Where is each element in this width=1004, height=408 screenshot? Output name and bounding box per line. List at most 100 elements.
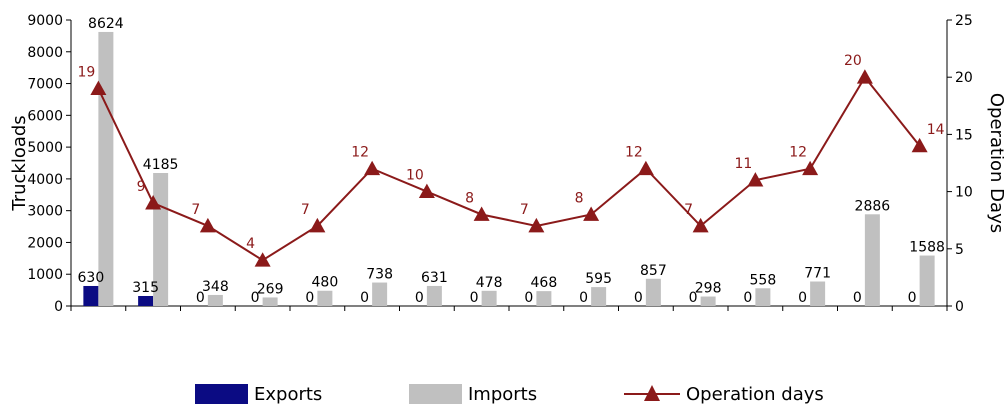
y2-tick-label: 5	[955, 242, 964, 258]
imports-data-label: 738	[366, 267, 393, 283]
y2-tick-label: 20	[955, 70, 973, 86]
operation-days-marker	[145, 195, 162, 210]
imports-bar	[426, 285, 442, 306]
y-tick-label: 3000	[27, 204, 63, 220]
y2-tick-label: 0	[955, 299, 964, 315]
operation-days-data-label: 8	[465, 190, 474, 206]
imports-bar	[262, 297, 278, 306]
exports-bar	[83, 285, 99, 306]
y-tick-label: 6000	[27, 108, 63, 124]
y-tick-label: 8000	[27, 45, 63, 61]
imports-data-label: 1588	[909, 240, 945, 256]
exports-data-label: 0	[251, 290, 260, 306]
operation-days-data-label: 8	[575, 190, 584, 206]
operation-days-data-label: 7	[191, 202, 200, 218]
y-tick-label: 1000	[27, 267, 63, 283]
imports-bar	[207, 294, 223, 306]
exports-data-label: 0	[524, 290, 533, 306]
imports-data-label: 631	[421, 270, 448, 286]
operation-days-data-label: 10	[406, 168, 424, 184]
imports-data-label: 478	[476, 275, 503, 291]
imports-bar	[481, 290, 497, 306]
exports-data-label: 0	[470, 290, 479, 306]
exports-data-label: 0	[853, 290, 862, 306]
operation-days-data-label: 12	[351, 145, 369, 161]
operation-days-data-label: 14	[927, 122, 945, 138]
y-tick-label: 5000	[27, 140, 63, 156]
exports-data-label: 0	[689, 290, 698, 306]
exports-data-label: 0	[634, 290, 643, 306]
legend-exports-label: Exports	[254, 384, 322, 405]
operation-days-marker	[473, 206, 490, 221]
imports-data-label: 348	[202, 279, 229, 295]
operation-days-data-label: 12	[789, 145, 807, 161]
operation-days-marker	[528, 217, 545, 233]
operation-days-marker	[637, 160, 654, 176]
y2-tick-label: 10	[955, 185, 973, 201]
imports-bar	[372, 282, 388, 306]
imports-bar	[810, 281, 826, 306]
y2-tick-label: 25	[955, 13, 973, 29]
y2-axis-title: Operation Days	[986, 93, 1004, 233]
imports-data-label: 857	[640, 263, 667, 279]
operation-days-marker	[911, 137, 928, 153]
legend-imports-swatch	[409, 384, 462, 404]
exports-data-label: 0	[305, 290, 314, 306]
imports-bar	[536, 291, 552, 306]
y-tick-label: 7000	[27, 77, 63, 93]
operation-days-marker	[199, 217, 216, 233]
imports-data-label: 2886	[855, 198, 891, 214]
imports-data-label: 480	[312, 275, 339, 291]
imports-bar	[700, 296, 716, 306]
legend-imports-label: Imports	[468, 384, 537, 405]
operation-days-data-label: 20	[844, 53, 862, 69]
operation-days-marker	[802, 160, 819, 176]
imports-data-label: 8624	[88, 16, 124, 32]
operation-days-data-label: 12	[625, 145, 643, 161]
operation-days-data-label: 4	[246, 236, 255, 252]
operation-days-marker	[856, 69, 873, 84]
operation-days-marker	[309, 217, 326, 233]
exports-data-label: 0	[196, 290, 205, 306]
imports-data-label: 298	[695, 281, 722, 297]
operation-days-data-label: 19	[77, 65, 95, 81]
imports-bar	[864, 214, 880, 306]
operation-days-marker	[364, 160, 381, 176]
imports-data-label: 468	[531, 275, 558, 291]
operation-days-data-label: 7	[684, 202, 693, 218]
legend-operation-days-label: Operation days	[686, 384, 824, 405]
exports-data-label: 0	[415, 290, 424, 306]
imports-bar	[317, 290, 333, 306]
y-tick-label: 0	[54, 299, 63, 315]
exports-data-label: 0	[798, 290, 807, 306]
y-tick-label: 9000	[27, 13, 63, 29]
operation-days-marker	[747, 172, 764, 187]
operation-days-marker	[90, 80, 107, 96]
exports-data-label: 0	[579, 290, 588, 306]
operation-days-marker	[418, 183, 435, 198]
y-tick-label: 4000	[27, 172, 63, 188]
operation-days-line	[97, 75, 921, 262]
legend-exports-swatch	[195, 384, 248, 404]
imports-bar	[645, 278, 661, 306]
imports-data-label: 771	[804, 265, 831, 281]
exports-data-label: 0	[743, 290, 752, 306]
operation-days-marker	[692, 217, 709, 233]
operation-days-data-label: 7	[301, 202, 310, 218]
imports-data-label: 269	[257, 281, 284, 297]
exports-data-label: 0	[360, 290, 369, 306]
exports-data-label: 315	[132, 280, 159, 296]
y-tick-label: 2000	[27, 235, 63, 251]
operation-days-marker	[583, 206, 600, 221]
y-axis-title: Truckloads	[9, 115, 30, 211]
operation-days-data-label: 7	[520, 202, 529, 218]
operation-days-data-label: 9	[137, 179, 146, 195]
legend-operation-days-marker	[644, 385, 660, 401]
imports-data-label: 558	[750, 272, 777, 288]
imports-bar	[919, 255, 935, 306]
imports-bar	[755, 288, 771, 306]
operation-days-data-label: 11	[734, 156, 752, 172]
imports-bar	[98, 31, 114, 306]
